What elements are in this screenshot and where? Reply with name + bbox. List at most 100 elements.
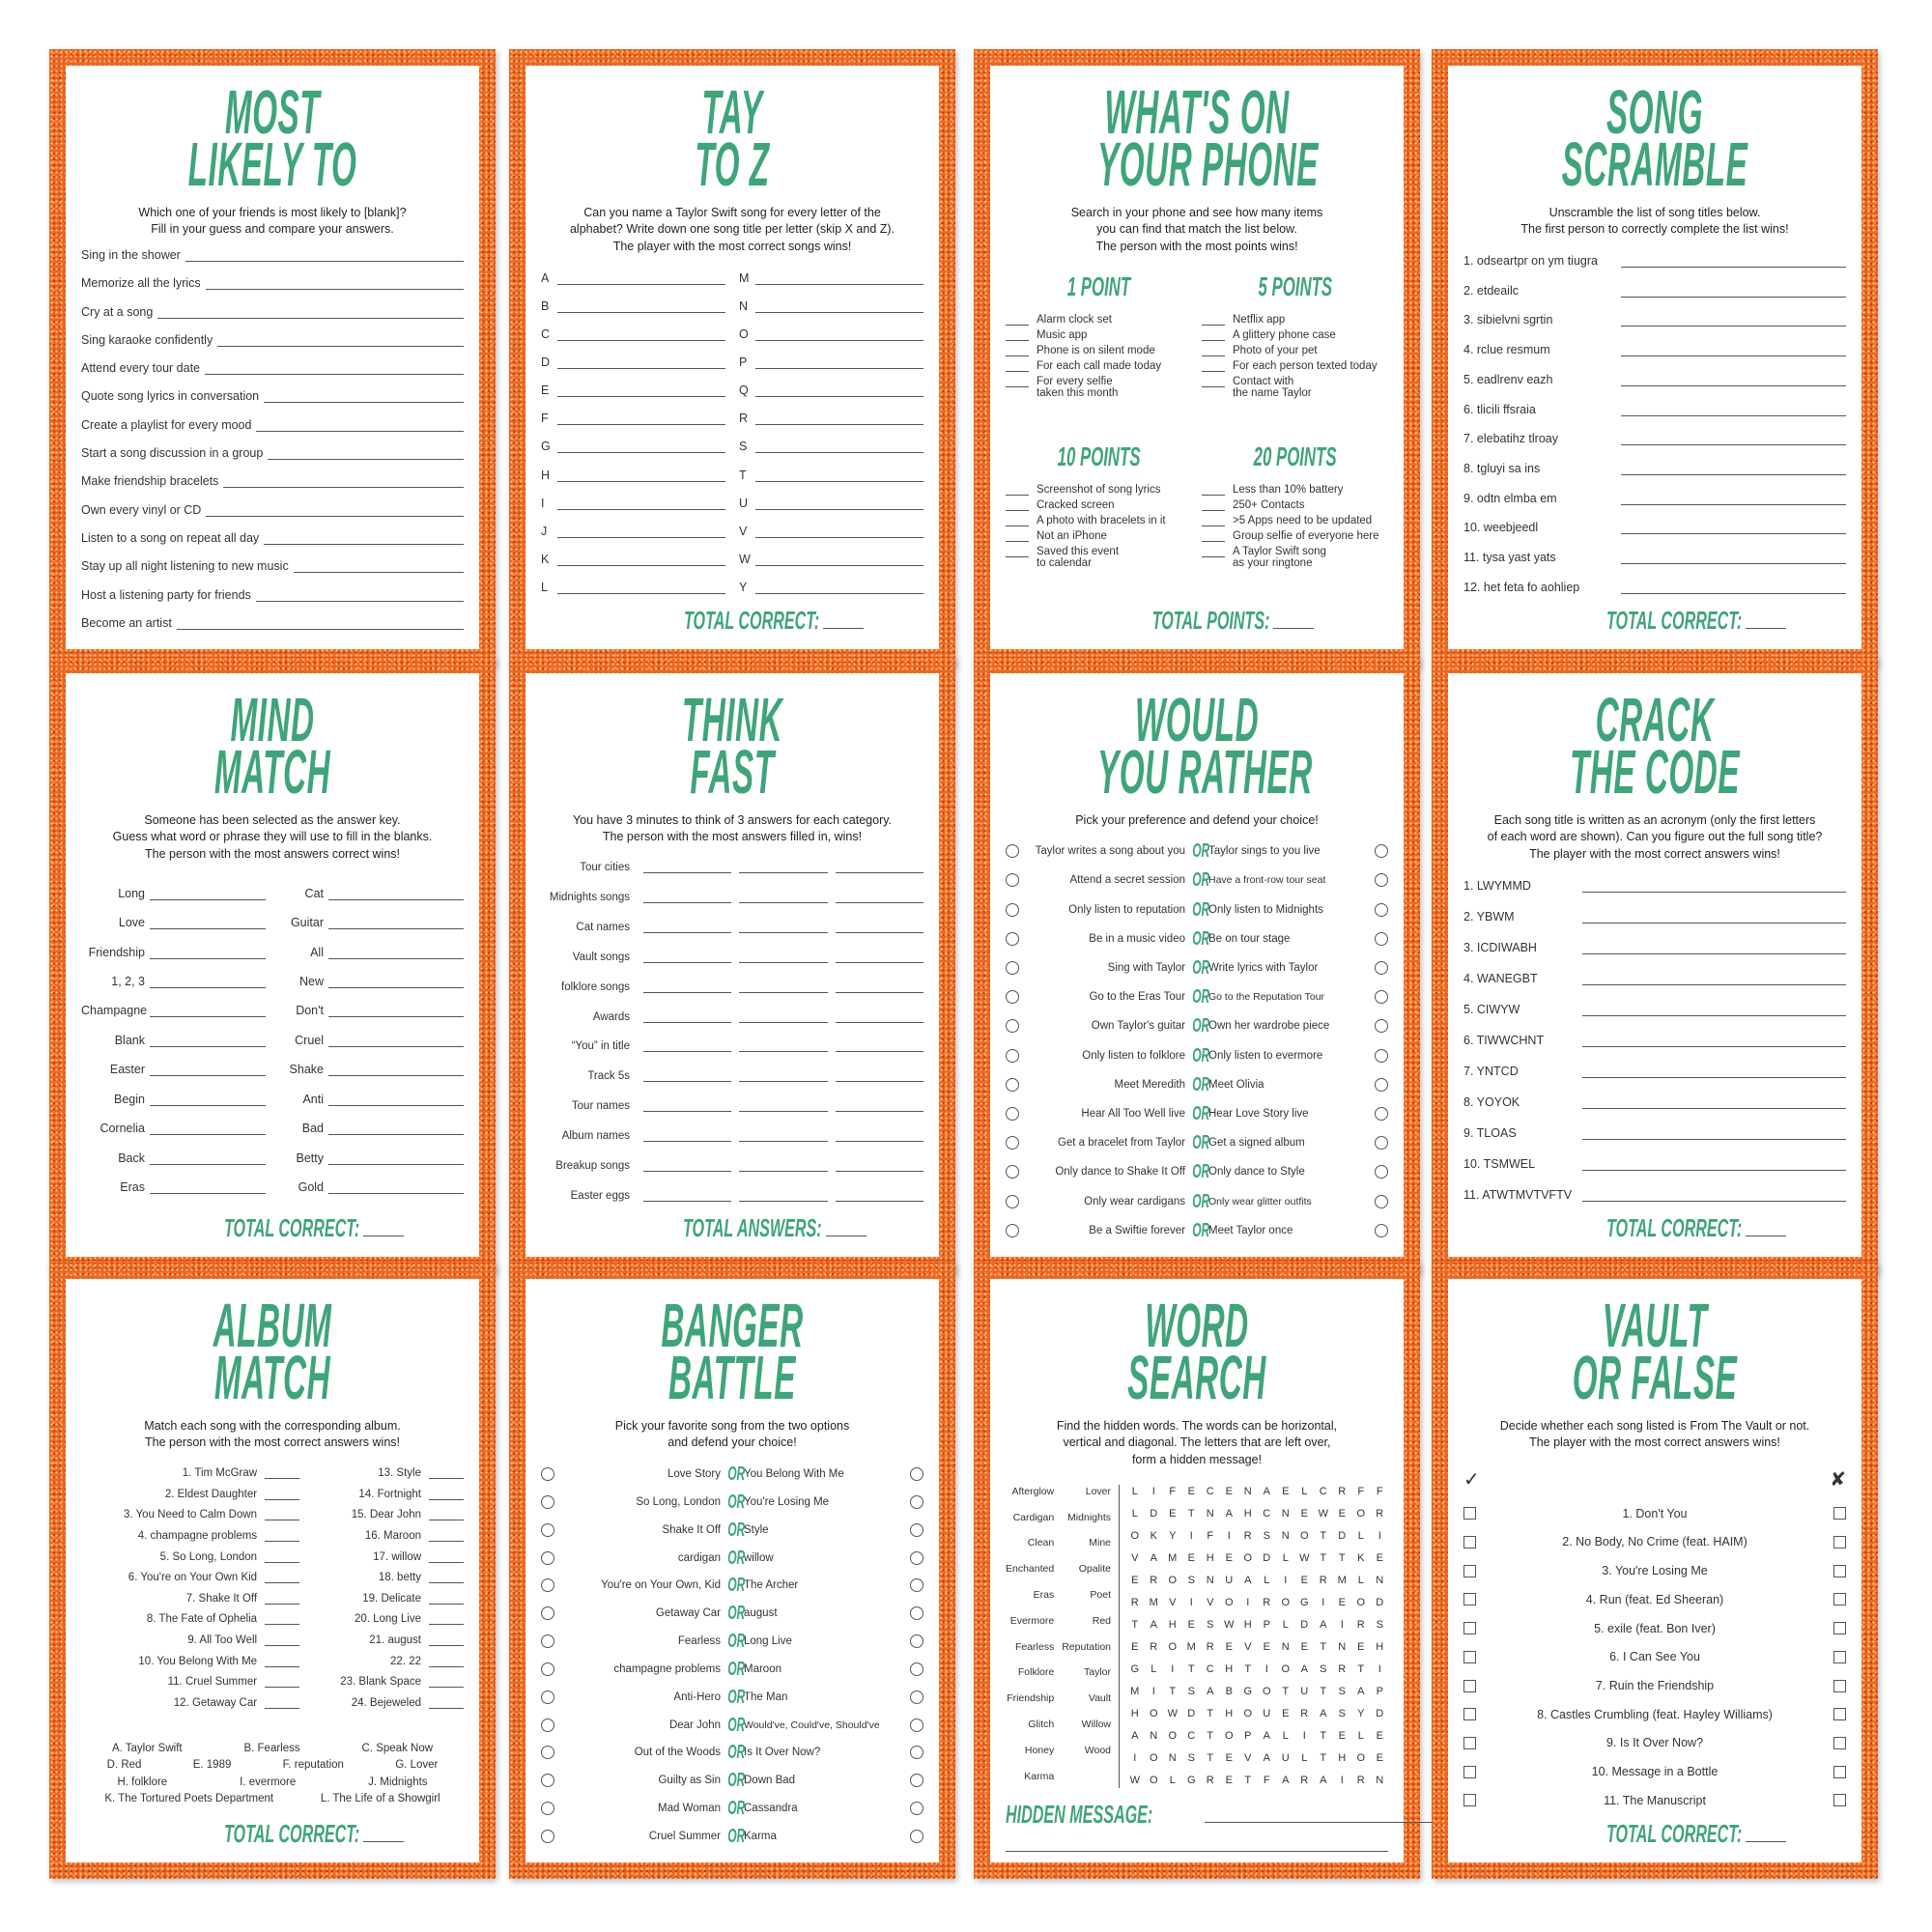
grid-letter[interactable]: I (1302, 1729, 1306, 1742)
answer-line[interactable] (1582, 1045, 1846, 1047)
answer-line[interactable] (755, 564, 923, 566)
answer-line[interactable] (150, 1074, 266, 1077)
grid-letter[interactable]: Y (1357, 1707, 1365, 1719)
grid-letter[interactable]: F (1263, 1774, 1270, 1786)
answer-line[interactable] (265, 1519, 300, 1521)
radio-right[interactable] (910, 1578, 923, 1593)
footer-answer-blank[interactable] (1746, 628, 1787, 629)
option-right[interactable]: Long Live (744, 1635, 792, 1648)
grid-letter[interactable]: A (1150, 1618, 1157, 1631)
grid-letter[interactable]: A (1244, 1574, 1252, 1586)
score-blank[interactable] (1202, 314, 1225, 326)
grid-letter[interactable]: E (1338, 1729, 1346, 1742)
answer-line[interactable] (557, 283, 725, 285)
option-right[interactable]: Is It Over Now? (744, 1747, 821, 1759)
footer-answer-blank[interactable] (1746, 1841, 1787, 1842)
grid-letter[interactable]: F (1169, 1485, 1177, 1497)
answer-line[interactable] (739, 1080, 828, 1083)
option-left[interactable]: Anti-Hero (673, 1690, 721, 1703)
radio-left[interactable] (541, 1802, 554, 1816)
answer-line[interactable] (328, 957, 464, 959)
answer-line[interactable] (328, 1015, 464, 1018)
grid-letter[interactable]: I (1227, 1529, 1231, 1542)
radio-right[interactable] (1375, 1194, 1388, 1208)
grid-letter[interactable]: R (1206, 1774, 1214, 1786)
answer-line[interactable] (755, 536, 923, 538)
answer-line[interactable] (643, 1140, 732, 1143)
answer-line[interactable] (328, 1163, 464, 1165)
grid-letter[interactable]: R (1356, 1774, 1365, 1786)
score-blank[interactable] (1006, 515, 1029, 526)
grid-letter[interactable]: H (1376, 1640, 1384, 1653)
grid-letter[interactable]: S (1187, 1685, 1195, 1697)
option-right[interactable]: Style (744, 1523, 769, 1536)
grid-letter[interactable]: T (1207, 1751, 1214, 1764)
grid-letter[interactable]: V (1131, 1551, 1139, 1564)
answer-line[interactable] (557, 311, 725, 313)
answer-line[interactable] (265, 1498, 300, 1500)
false-checkbox[interactable] (1833, 1736, 1846, 1749)
grid-letter[interactable]: F (1376, 1485, 1383, 1497)
radio-left[interactable] (1006, 1165, 1019, 1179)
answer-line[interactable] (265, 1686, 300, 1689)
grid-letter[interactable]: E (1300, 1640, 1308, 1653)
footer-answer-blank[interactable] (1273, 628, 1315, 629)
answer-line[interactable] (835, 871, 923, 873)
grid-letter[interactable]: N (1150, 1729, 1158, 1742)
answer-line[interactable] (739, 1021, 828, 1023)
radio-right[interactable] (1375, 931, 1388, 946)
false-checkbox[interactable] (1833, 1507, 1846, 1520)
grid-letter[interactable]: I (1378, 1529, 1381, 1542)
answer-line[interactable] (429, 1603, 464, 1605)
option-left[interactable]: Fearless (677, 1635, 721, 1648)
grid-letter[interactable]: D (1376, 1596, 1384, 1608)
radio-right[interactable] (1375, 1165, 1388, 1179)
grid-letter[interactable]: T (1320, 1640, 1327, 1653)
grid-letter[interactable]: H (1338, 1751, 1347, 1764)
answer-line[interactable] (643, 1080, 732, 1083)
option-left[interactable]: cardigan (677, 1551, 721, 1564)
vault-checkbox[interactable] (1463, 1564, 1476, 1577)
answer-line[interactable] (755, 423, 923, 426)
grid-letter[interactable]: S (1338, 1707, 1346, 1719)
radio-left[interactable] (1006, 931, 1019, 946)
grid-letter[interactable]: H (1225, 1662, 1234, 1675)
score-blank[interactable] (1202, 546, 1225, 557)
grid-letter[interactable]: U (1263, 1707, 1271, 1719)
answer-line[interactable] (265, 1477, 300, 1479)
answer-line[interactable] (643, 1200, 732, 1202)
answer-line[interactable] (557, 339, 725, 341)
grid-letter[interactable]: R (1150, 1574, 1158, 1586)
answer-line[interactable] (1582, 1138, 1846, 1140)
hidden-message-line-2[interactable] (1006, 1851, 1388, 1853)
answer-line[interactable] (835, 1050, 923, 1053)
answer-line[interactable] (1582, 922, 1846, 923)
grid-letter[interactable]: E (1338, 1596, 1346, 1608)
grid-letter[interactable]: T (1320, 1751, 1327, 1764)
answer-line[interactable] (255, 600, 464, 602)
grid-letter[interactable]: L (1282, 1551, 1289, 1564)
answer-line[interactable] (176, 628, 464, 630)
answer-line[interactable] (835, 1110, 923, 1113)
answer-line[interactable] (328, 898, 464, 900)
grid-letter[interactable]: R (1356, 1618, 1365, 1631)
answer-line[interactable] (557, 480, 725, 482)
answer-line[interactable] (1621, 355, 1846, 357)
grid-letter[interactable]: A (1320, 1707, 1327, 1719)
answer-line[interactable] (643, 901, 732, 903)
grid-letter[interactable]: A (1225, 1507, 1233, 1520)
false-checkbox[interactable] (1833, 1593, 1846, 1606)
grid-letter[interactable]: R (1263, 1596, 1271, 1608)
answer-line[interactable] (328, 1104, 464, 1106)
grid-letter[interactable]: E (1187, 1551, 1195, 1564)
score-blank[interactable] (1202, 329, 1225, 341)
score-blank[interactable] (1006, 484, 1029, 496)
answer-line[interactable] (1582, 952, 1846, 954)
grid-letter[interactable]: L (1282, 1729, 1289, 1742)
grid-letter[interactable]: A (1131, 1729, 1139, 1742)
option-right[interactable]: Cassandra (744, 1803, 798, 1815)
answer-line[interactable] (185, 260, 464, 262)
option-right[interactable]: The Man (744, 1690, 788, 1703)
grid-letter[interactable]: H (1243, 1507, 1252, 1520)
answer-line[interactable] (429, 1581, 464, 1584)
